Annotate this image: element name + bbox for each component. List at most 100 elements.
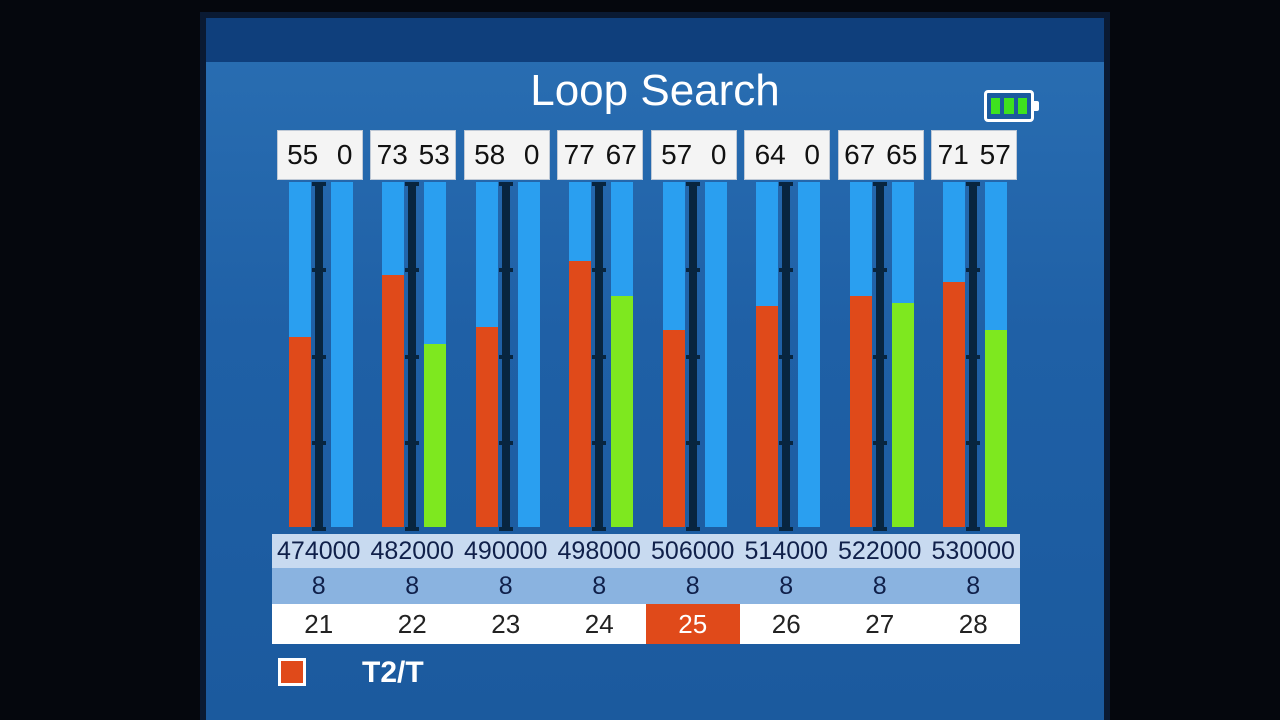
frequency-cell: 474000: [277, 536, 361, 565]
bandwidth-row: 8 8 8 8 8 8 8 8: [272, 568, 1020, 604]
channel-cell[interactable]: 27: [865, 608, 895, 639]
scale-tick: [311, 182, 326, 186]
scale-tick: [405, 527, 420, 531]
signal-bar: [382, 182, 405, 527]
scale-tick: [405, 440, 420, 445]
level-readout: 64 0: [744, 130, 831, 180]
channel-cell[interactable]: 28: [958, 608, 988, 639]
channel-cell[interactable]: 22: [397, 608, 427, 639]
legend-swatch: [278, 658, 306, 686]
bandwidth-cell: 8: [685, 571, 700, 600]
bandwidth-cell: 8: [592, 571, 607, 600]
bandwidth-cell: 8: [966, 571, 981, 600]
signal-fill: [662, 330, 685, 527]
level-readout: 77 67: [557, 130, 644, 180]
signal-fill: [756, 306, 779, 527]
scale-tick: [779, 354, 794, 359]
channel-cell[interactable]: 26: [771, 608, 801, 639]
signal-value: 55: [287, 139, 319, 170]
battery-cell: [1004, 98, 1014, 114]
scale-tick: [592, 440, 607, 445]
quality-value: 53: [418, 139, 450, 170]
frequency-cell: 490000: [464, 536, 548, 565]
scale-tick: [498, 527, 513, 531]
scale-tick: [779, 268, 794, 273]
scale-tick: [311, 354, 326, 359]
level-readout: 58 0: [463, 130, 550, 180]
signal-fill: [382, 275, 405, 527]
level-readout: 55 0: [276, 130, 363, 180]
frequency-cell: 506000: [651, 536, 735, 565]
level-readout: 71 57: [931, 130, 1018, 180]
frequency-row: 474000 482000 490000 498000 506000 514000 5220…: [272, 534, 1020, 568]
quality-value: 0: [523, 139, 540, 170]
signal-fill: [569, 261, 592, 527]
quality-bar: [985, 182, 1008, 527]
scale-rail: [685, 182, 700, 531]
scale-rail: [779, 182, 794, 531]
frequency-cell: 530000: [931, 536, 1015, 565]
signal-fill: [475, 326, 498, 527]
scale-tick: [498, 182, 513, 186]
channel-cell[interactable]: 25: [646, 604, 740, 644]
quality-value: 57: [979, 139, 1011, 170]
scale-tick: [405, 354, 420, 359]
scale-rail: [872, 182, 887, 531]
quality-fill: [611, 295, 634, 527]
channel-row: 21 22 23 24 25 26 27 28: [272, 604, 1020, 644]
scale-tick: [311, 268, 326, 273]
bandwidth-cell: 8: [405, 571, 420, 600]
battery-cell: [991, 98, 1001, 114]
quality-bar: [611, 182, 634, 527]
quality-bar: [330, 182, 353, 527]
channel-cell[interactable]: 23: [491, 608, 521, 639]
scale-tick: [779, 182, 794, 186]
scale-tick: [685, 182, 700, 186]
signal-bar: [849, 182, 872, 527]
bandwidth-cell: 8: [872, 571, 887, 600]
scale-tick: [872, 527, 887, 531]
signal-bar: [662, 182, 685, 527]
signal-value: 64: [754, 139, 786, 170]
level-readout: 67 65: [837, 130, 924, 180]
frequency-cell: 498000: [557, 536, 641, 565]
quality-value: 67: [605, 139, 637, 170]
quality-fill: [985, 330, 1008, 527]
scale-rail: [592, 182, 607, 531]
quality-bar: [424, 182, 447, 527]
scale-tick: [685, 354, 700, 359]
quality-value: 0: [804, 139, 820, 170]
frequency-cell: 522000: [838, 536, 922, 565]
quality-fill: [891, 302, 914, 527]
signal-value: 73: [376, 139, 408, 170]
scale-tick: [498, 440, 513, 445]
frequency-cell: 482000: [370, 536, 454, 565]
scale-tick: [592, 182, 607, 186]
scale-tick: [592, 354, 607, 359]
scale-tick: [966, 527, 981, 531]
signal-bar: [288, 182, 311, 527]
legend-label: T2/T: [362, 656, 424, 689]
quality-value: 0: [710, 139, 727, 170]
scale-tick: [685, 527, 700, 531]
quality-bar: [798, 182, 821, 527]
signal-value: 71: [937, 139, 969, 170]
scale-tick: [872, 182, 887, 186]
scale-rail: [311, 182, 326, 531]
scale-tick: [966, 440, 981, 445]
scale-tick: [498, 268, 513, 273]
bandwidth-cell: 8: [779, 571, 794, 600]
signal-value: 77: [563, 139, 595, 170]
scale-tick: [872, 268, 887, 273]
signal-value: 57: [661, 139, 693, 170]
scale-tick: [872, 354, 887, 359]
battery-cell: [1017, 98, 1027, 114]
bandwidth-cell: 8: [311, 571, 326, 600]
level-readout: 57 0: [650, 130, 737, 180]
channel-cell[interactable]: 24: [584, 608, 614, 639]
scale-tick: [779, 527, 794, 531]
top-stripe: [206, 18, 1104, 62]
quality-fill: [424, 344, 447, 527]
signal-value: 67: [844, 139, 876, 170]
channel-cell[interactable]: 21: [304, 608, 334, 639]
